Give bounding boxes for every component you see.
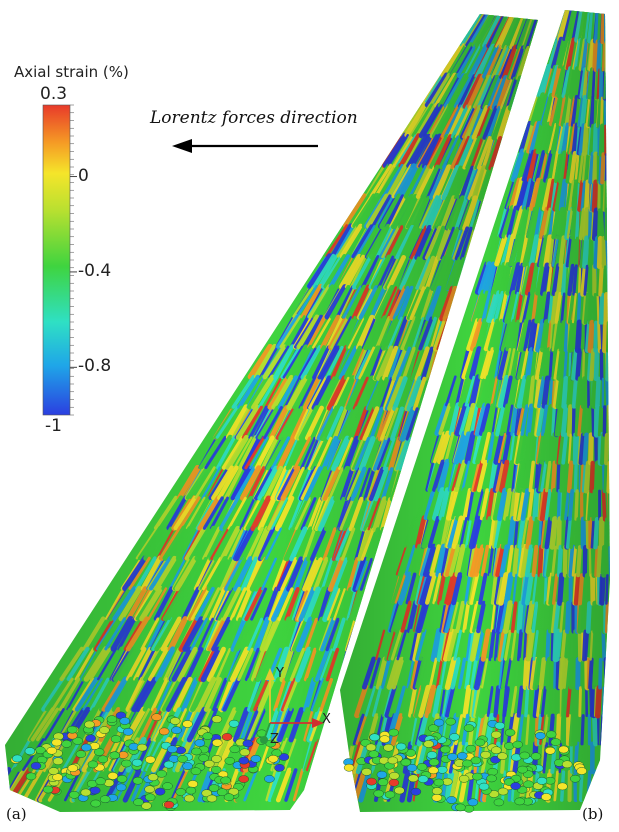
colorbar bbox=[42, 104, 77, 416]
cable-a-strand-ends bbox=[10, 711, 290, 811]
colorbar-tick-label: 0 bbox=[78, 165, 89, 186]
colorbar-min-label: -1 bbox=[45, 416, 62, 436]
colorbar-max-label: 0.3 bbox=[40, 84, 68, 104]
panel-label-b: (b) bbox=[582, 805, 604, 823]
y-axis-label: Y bbox=[276, 666, 284, 681]
colorbar-gradient bbox=[42, 104, 71, 416]
colorbar-title: Axial strain (%) bbox=[14, 63, 129, 81]
x-axis-label: X bbox=[322, 712, 331, 727]
z-axis-tip bbox=[260, 736, 268, 744]
colorbar-tick-label: -0.8 bbox=[78, 356, 112, 377]
z-axis-label: Z bbox=[270, 732, 279, 747]
cable-b-strand-ends bbox=[343, 717, 587, 813]
colorbar-minor-ticks bbox=[70, 104, 74, 416]
axes-triad bbox=[260, 668, 324, 744]
colorbar-major-ticks bbox=[70, 176, 77, 368]
z-axis-line bbox=[264, 722, 271, 738]
colorbar-tick-label: -0.4 bbox=[78, 260, 112, 281]
lorentz-direction-label: Lorentz forces direction bbox=[150, 108, 358, 128]
panel-label-a: (a) bbox=[6, 805, 27, 823]
cable-b bbox=[340, 10, 610, 813]
lorentz-arrow bbox=[172, 139, 318, 153]
